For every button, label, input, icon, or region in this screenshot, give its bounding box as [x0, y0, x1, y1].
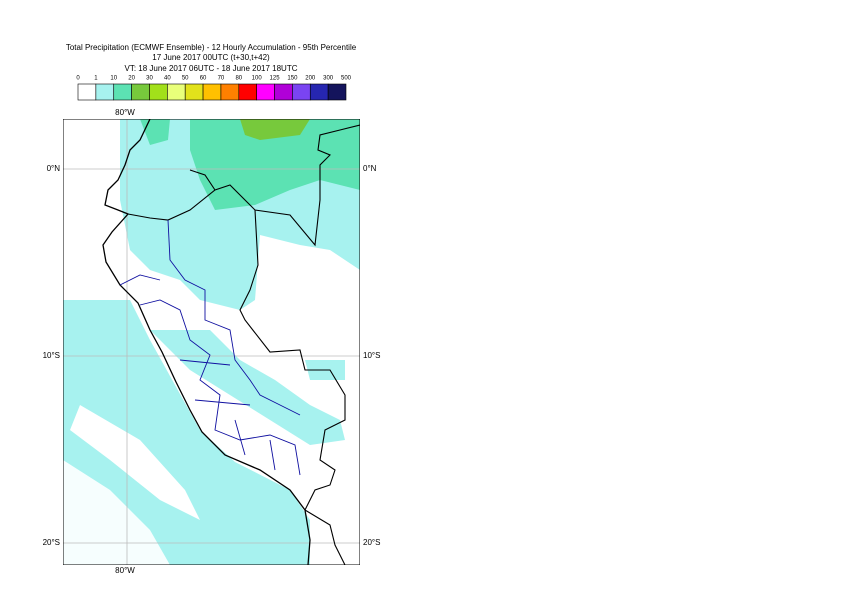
legend-swatch	[202, 83, 222, 101]
legend-swatch	[238, 83, 257, 101]
title: Total Precipitation (ECMWF Ensemble) - 1…	[66, 43, 357, 52]
legend-label: 1	[94, 76, 98, 82]
legend-label: 100	[252, 76, 263, 82]
legend-label: 60	[200, 76, 207, 82]
legend-label: 300	[323, 76, 334, 82]
legend-swatch	[149, 83, 168, 101]
legend-swatch	[113, 83, 132, 101]
legend-label: 10	[110, 76, 117, 82]
lat-label: 20°S	[43, 538, 60, 547]
legend-label: 70	[218, 76, 225, 82]
lat-label: 0°N	[363, 164, 377, 173]
graticule	[63, 119, 360, 565]
legend-label: 20	[128, 76, 135, 82]
legend-swatch	[274, 83, 293, 101]
legend-swatch	[77, 83, 97, 101]
lat-label: 10°S	[363, 351, 380, 360]
legend-label: 30	[146, 76, 153, 82]
legend-swatch	[309, 83, 329, 101]
map	[63, 119, 360, 565]
legend-label: 125	[270, 76, 281, 82]
legend-swatch	[167, 83, 186, 101]
legend-swatch	[95, 83, 115, 101]
legend-label: 200	[305, 76, 316, 82]
legend-swatch	[220, 83, 240, 101]
lat-label: 20°S	[363, 538, 380, 547]
legend-label: 80	[235, 76, 242, 82]
lon-label: 80°W	[115, 566, 135, 575]
legend: 0 1 10 20 30 40 50 60 70 80 100 125 150 200 300 500	[76, 76, 352, 101]
legend-label: 500	[341, 76, 352, 82]
lat-label: 10°S	[43, 351, 60, 360]
legend-swatch	[131, 83, 150, 101]
run-info: 17 June 2017 00UTC (t+30,t+42)	[152, 53, 270, 62]
legend-label: 50	[182, 76, 189, 82]
valid-time: VT: 18 June 2017 06UTC - 18 June 2017 18…	[125, 64, 298, 73]
lat-labels: 0°N 0°N 10°S 10°S 20°S 20°S	[43, 164, 381, 547]
legend-swatch	[327, 83, 347, 101]
legend-swatch	[184, 83, 204, 101]
legend-label: 0	[76, 76, 80, 82]
legend-swatch	[292, 83, 311, 101]
legend-label: 150	[287, 76, 298, 82]
legend-label: 40	[164, 76, 171, 82]
lat-label: 0°N	[47, 164, 61, 173]
lon-label: 80°W	[115, 108, 135, 117]
legend-swatch	[256, 83, 275, 101]
